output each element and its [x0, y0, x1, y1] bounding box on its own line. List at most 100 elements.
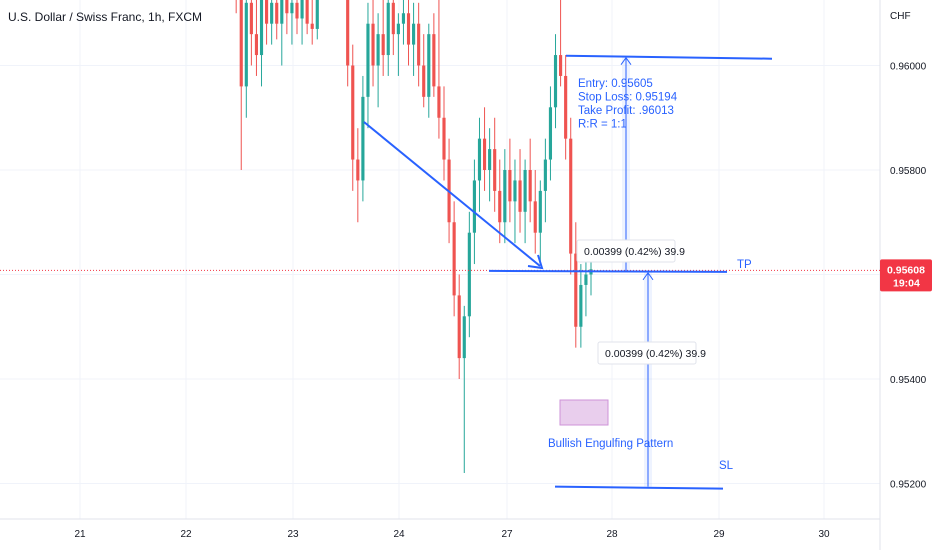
current-price-tag — [880, 259, 932, 292]
upper-measure-label-box — [576, 239, 676, 263]
candle-body — [412, 23, 416, 45]
candle-body — [259, 0, 264, 56]
candle-body — [249, 2, 253, 35]
trade-note-line: R:R = 1:1 — [578, 119, 627, 131]
candle-body — [528, 170, 532, 202]
trend-arrow-head — [527, 254, 544, 270]
candle-body — [467, 232, 471, 317]
candle-body — [584, 274, 588, 285]
candle-body — [518, 180, 522, 212]
candle-body — [523, 170, 527, 212]
candle-body — [376, 34, 380, 66]
take-profit-line — [565, 54, 773, 60]
candle-body — [437, 86, 441, 118]
candle-body — [569, 138, 573, 254]
entry-line — [488, 269, 728, 273]
candle-body — [361, 96, 365, 181]
candle-body — [538, 190, 542, 233]
candle-body — [310, 23, 314, 29]
candle-body — [564, 75, 568, 139]
candle-body — [391, 2, 395, 35]
candle-body — [513, 180, 517, 202]
candle-body — [290, 2, 294, 14]
candle-body — [265, 0, 269, 24]
candle-body — [493, 149, 497, 191]
candle-body — [270, 2, 274, 24]
candle-body — [406, 13, 411, 45]
candle-body — [346, 0, 350, 66]
y-tick-label: 0.95400 — [890, 375, 927, 386]
lower-measure-label-box — [597, 341, 697, 365]
candle-body — [457, 295, 461, 359]
candle-body — [280, 0, 284, 24]
stop-loss-line — [554, 485, 724, 490]
candle-body — [381, 34, 385, 56]
candle-body — [285, 0, 289, 14]
candle-body — [351, 65, 355, 160]
current-price-value: 0.95608 — [887, 264, 925, 276]
x-tick-label: 22 — [180, 529, 192, 540]
x-tick-label: 24 — [393, 529, 405, 540]
candle-body — [559, 55, 563, 76]
trend-arrow-line — [363, 121, 541, 267]
candle-body — [543, 159, 547, 191]
candle-body — [356, 159, 360, 181]
x-tick-label: 29 — [713, 529, 725, 540]
candle-body — [482, 138, 487, 170]
x-tick-label: 30 — [818, 529, 830, 540]
candle-body — [574, 253, 578, 327]
candle-body — [472, 180, 476, 233]
candle-body — [396, 23, 400, 35]
candle-body — [533, 201, 537, 233]
candle-body — [498, 190, 502, 223]
candle-body — [548, 107, 553, 160]
candle-body — [432, 34, 436, 87]
currency-label: CHF — [890, 11, 911, 22]
tp-label: TP — [737, 259, 752, 271]
candle-body — [508, 170, 512, 202]
candle-body — [427, 34, 431, 97]
candle-body — [503, 170, 507, 223]
candle-body — [305, 0, 309, 24]
x-tick-label: 28 — [606, 529, 618, 540]
candle-body — [315, 0, 319, 29]
candle-body — [442, 117, 446, 160]
sl-label: SL — [719, 460, 734, 472]
candle-body — [488, 149, 492, 170]
candle-body — [452, 222, 456, 296]
x-tick-label: 27 — [501, 529, 513, 540]
candle-body — [477, 138, 482, 181]
candle-body — [553, 55, 558, 108]
x-axis[interactable]: 21 22 23 24 27 28 29 30 — [74, 529, 830, 540]
upper-measure-label: 0.00399 (0.42%) 39.9 — [584, 246, 685, 258]
candle-body — [386, 2, 390, 56]
current-price-countdown: 19:04 — [893, 277, 920, 289]
lower-measure-arrow — [642, 272, 654, 281]
x-tick-label: 23 — [287, 529, 299, 540]
trade-note-line: Take Profit: .96013 — [578, 105, 674, 117]
trade-note-line: Stop Loss: 0.95194 — [578, 92, 678, 104]
candle-body — [401, 13, 406, 24]
y-tick-label: 0.96000 — [890, 62, 927, 73]
upper-measure-arrow — [620, 56, 632, 65]
chart-title: U.S. Dollar / Swiss Franc, 1h, FXCM — [8, 10, 202, 24]
candle-body — [579, 284, 583, 327]
y-tick-label: 0.95200 — [890, 480, 927, 491]
candle-body — [462, 316, 466, 359]
candle-body — [366, 23, 370, 97]
candles — [235, 0, 593, 474]
annotations: 0.00399 (0.42%) 39.9 0.00399 (0.42%) 39.9… — [0, 54, 880, 490]
trade-note-line: Entry: 0.95605 — [578, 78, 653, 90]
candle-body — [239, 0, 243, 87]
x-tick-label: 21 — [74, 529, 86, 540]
pattern-box — [559, 399, 609, 426]
lower-measure-label: 0.00399 (0.42%) 39.9 — [605, 348, 706, 360]
pattern-label: Bullish Engulfing Pattern — [548, 438, 673, 450]
y-tick-label: 0.95800 — [890, 166, 927, 177]
candle-body — [295, 2, 299, 19]
candle-body — [244, 2, 248, 87]
candle-body — [275, 2, 279, 24]
y-axis[interactable]: 0.970000.968000.966000.964000.962000.960… — [880, 0, 932, 491]
candle-body — [422, 65, 426, 97]
